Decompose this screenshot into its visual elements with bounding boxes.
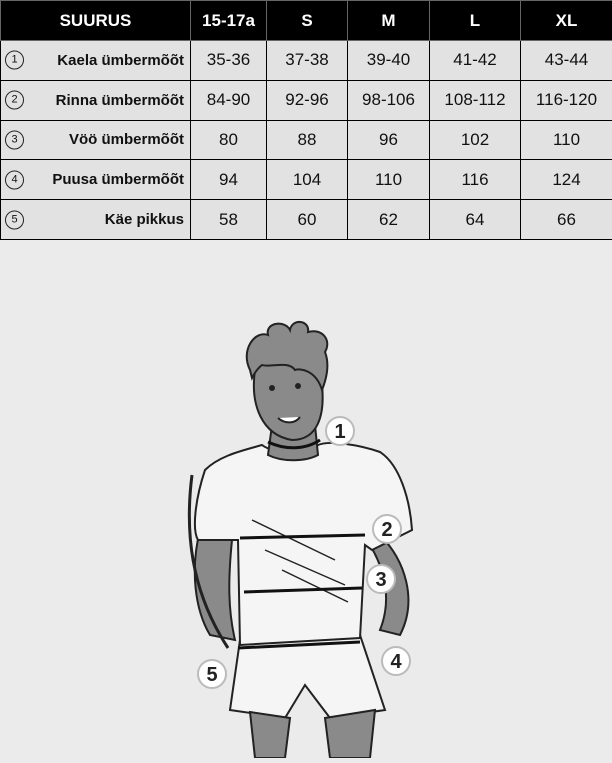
header-15-17a: 15-17a <box>191 1 267 41</box>
left-leg <box>250 712 290 758</box>
header-s: S <box>267 1 348 41</box>
row-label-waist: 3 Vöö ümbermõõt <box>1 120 191 160</box>
table-cell: 80 <box>191 120 267 160</box>
row-number-badge: 1 <box>5 51 24 70</box>
row-label-chest: 2 Rinna ümbermõõt <box>1 80 191 120</box>
left-eye <box>269 385 275 391</box>
table-header-row: SUURUS 15-17a S M L XL <box>1 1 612 41</box>
marker-label: 5 <box>206 664 217 686</box>
table-cell: 92-96 <box>267 80 348 120</box>
table-cell: 60 <box>267 200 348 240</box>
table-cell: 96 <box>348 120 430 160</box>
table-cell: 110 <box>348 160 430 200</box>
header-m: M <box>348 1 430 41</box>
table-cell: 102 <box>430 120 521 160</box>
size-chart-table: SUURUS 15-17a S M L XL 1 Kaela ümbermõõt… <box>0 0 612 240</box>
table-cell: 58 <box>191 200 267 240</box>
table-row: 5 Käe pikkus 58 60 62 64 66 <box>1 200 612 240</box>
body-figure-drawing: 1 2 3 4 5 <box>0 240 612 758</box>
marker-label: 3 <box>375 569 386 591</box>
table-row: 1 Kaela ümbermõõt 35-36 37-38 39-40 41-4… <box>1 41 612 81</box>
row-label-hip: 4 Puusa ümbermõõt <box>1 160 191 200</box>
row-label-text: Vöö ümbermõõt <box>69 131 184 148</box>
marker-label: 2 <box>381 519 392 541</box>
table-cell: 43-44 <box>521 41 612 81</box>
header-l: L <box>430 1 521 41</box>
marker-label: 1 <box>334 421 345 443</box>
table-cell: 116-120 <box>521 80 612 120</box>
table-cell: 98-106 <box>348 80 430 120</box>
table-cell: 41-42 <box>430 41 521 81</box>
marker-5: 5 <box>198 660 226 688</box>
row-number-badge: 4 <box>5 170 24 189</box>
marker-1: 1 <box>326 417 354 445</box>
table-cell: 88 <box>267 120 348 160</box>
row-label-arm: 5 Käe pikkus <box>1 200 191 240</box>
table-cell: 94 <box>191 160 267 200</box>
table-cell: 39-40 <box>348 41 430 81</box>
marker-4: 4 <box>382 647 410 675</box>
row-label-neck: 1 Kaela ümbermõõt <box>1 41 191 81</box>
row-number-badge: 3 <box>5 130 24 149</box>
header-size: SUURUS <box>1 1 191 41</box>
table-cell: 37-38 <box>267 41 348 81</box>
table-cell: 64 <box>430 200 521 240</box>
table-cell: 116 <box>430 160 521 200</box>
header-xl: XL <box>521 1 612 41</box>
table-cell: 104 <box>267 160 348 200</box>
table-cell: 62 <box>348 200 430 240</box>
row-label-text: Kaela ümbermõõt <box>57 52 184 69</box>
table-cell: 66 <box>521 200 612 240</box>
measurement-illustration: 1 2 3 4 5 <box>0 240 612 758</box>
row-label-text: Käe pikkus <box>105 211 184 228</box>
table-cell: 124 <box>521 160 612 200</box>
right-eye <box>295 383 301 389</box>
row-number-badge: 2 <box>5 91 24 110</box>
marker-3: 3 <box>367 565 395 593</box>
marker-2: 2 <box>373 515 401 543</box>
row-label-text: Rinna ümbermõõt <box>56 92 184 109</box>
table-cell: 84-90 <box>191 80 267 120</box>
table-row: 2 Rinna ümbermõõt 84-90 92-96 98-106 108… <box>1 80 612 120</box>
right-leg <box>325 710 375 758</box>
row-number-badge: 5 <box>5 210 24 229</box>
table-row: 3 Vöö ümbermõõt 80 88 96 102 110 <box>1 120 612 160</box>
table-cell: 35-36 <box>191 41 267 81</box>
row-label-text: Puusa ümbermõõt <box>52 171 184 188</box>
table-row: 4 Puusa ümbermõõt 94 104 110 116 124 <box>1 160 612 200</box>
table-cell: 108-112 <box>430 80 521 120</box>
marker-label: 4 <box>390 651 402 673</box>
table-cell: 110 <box>521 120 612 160</box>
